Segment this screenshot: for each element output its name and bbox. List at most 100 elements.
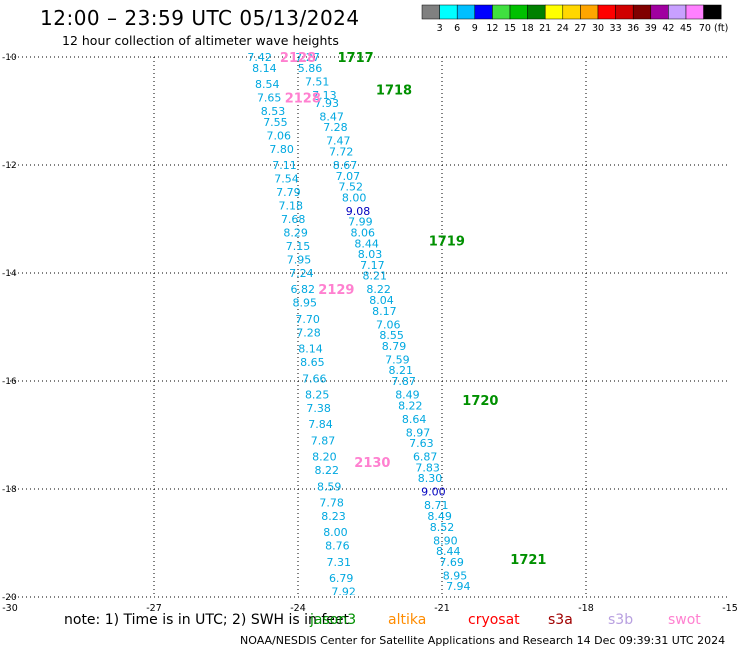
wave-height-label: 7.54 [274, 173, 299, 186]
colorbar-label: 6 [454, 23, 460, 34]
page-title: 12:00 – 23:59 UTC 05/13/2024 [40, 6, 360, 30]
colorbar-label: 45 [680, 23, 692, 34]
wave-height-label: 7.11 [272, 159, 297, 172]
wave-height-label: 8.64 [402, 413, 427, 426]
wave-height-label: 7.42 [247, 51, 272, 64]
wave-height-label: 9.00 [421, 486, 446, 499]
wave-height-label: 8.14 [252, 62, 277, 75]
wave-height-label: 8.49 [395, 389, 420, 402]
wave-height-label: 8.47 [319, 110, 344, 123]
wave-height-label: 8.04 [369, 294, 394, 307]
colorbar: 3 6 9 12 15 18 21 24 27 30 33 36 39 42 45 70 (ft) [421, 4, 728, 34]
colorbar-label: 18 [522, 23, 534, 34]
colorbar-label: 27 [574, 23, 586, 34]
mission-label-cryosat: cryosat [468, 612, 520, 628]
wave-height-label: 8.21 [388, 364, 413, 377]
wave-height-label: 7.31 [327, 556, 352, 569]
colorbar-label: 21 [539, 23, 551, 34]
mission-label-altika: altika [388, 612, 427, 628]
colorbar-label: 36 [627, 23, 639, 34]
x-tick-label: -18 [578, 603, 594, 614]
colorbar-label: 3 [437, 23, 443, 34]
time-label-swot: 2128 [285, 92, 321, 107]
wave-height-label: 8.54 [255, 78, 280, 91]
wave-height-label: 7.70 [295, 313, 320, 326]
wave-height-label: 8.95 [292, 297, 317, 310]
wave-height-label: 7.93 [315, 97, 340, 110]
wave-height-label: 7.17 [360, 259, 385, 272]
mission-label-s3a: s3a [548, 612, 573, 628]
wave-height-label: 8.44 [354, 237, 379, 250]
wave-height-label: 8.22 [366, 283, 391, 296]
wave-height-label: 7.47 [326, 135, 351, 148]
wave-height-label: 7.84 [308, 418, 333, 431]
x-tick-label: -30 [2, 603, 18, 614]
wave-height-label: 7.80 [269, 143, 294, 156]
wave-height-label: 8.30 [418, 472, 443, 485]
wave-height-label: 6.87 [413, 451, 438, 464]
wave-height-label: 7.78 [319, 497, 344, 510]
time-label-swot: 2130 [354, 456, 390, 471]
colorbar-label: 12 [486, 23, 498, 34]
footer-credit: NOAA/NESDIS Center for Satellite Applica… [240, 634, 726, 647]
wave-height-label: 8.55 [379, 329, 404, 342]
y-tick-label: -14 [2, 269, 17, 279]
colorbar-label: 39 [645, 23, 657, 34]
wave-height-label: 5.86 [298, 62, 323, 75]
colorbar-label: 30 [592, 23, 604, 34]
wave-height-label: 8.71 [424, 499, 449, 512]
wave-height-label: 8.79 [382, 340, 407, 353]
mission-label-swot: swot [668, 612, 701, 628]
wave-height-label: 8.00 [323, 526, 348, 539]
wave-height-label: 7.28 [296, 326, 321, 339]
wave-height-label: 7.68 [281, 213, 306, 226]
wave-height-label: 7.28 [323, 121, 348, 134]
wave-height-label: 7.92 [331, 586, 356, 599]
wave-height-label: 8.17 [372, 305, 397, 318]
wave-height-label: 6.82 [291, 283, 316, 296]
y-tick-label: -16 [2, 377, 17, 387]
footer-note: note: 1) Time is in UTC; 2) SWH is in fe… [64, 612, 350, 628]
wave-height-label: 7.59 [385, 353, 410, 366]
page-subtitle: 12 hour collection of altimeter wave hei… [62, 33, 339, 48]
wave-height-label: 7.15 [286, 240, 311, 253]
time-label-jason3: 1721 [510, 553, 546, 568]
time-label-swot: 2129 [318, 283, 354, 298]
wave-height-label: 8.22 [398, 399, 423, 412]
colorbar-swatch [703, 4, 722, 20]
time-label-jason3: 1717 [338, 51, 374, 66]
wave-height-label: 8.76 [325, 540, 350, 553]
wave-height-label: 7.66 [302, 372, 327, 385]
wave-height-label: 8.90 [433, 534, 458, 547]
wave-height-label: 7.06 [376, 318, 401, 331]
wave-height-label: 7.55 [263, 116, 288, 129]
wave-height-label: 7.38 [306, 402, 331, 415]
wave-height-label: 7.72 [329, 146, 354, 159]
wave-height-label: 7.51 [305, 75, 330, 88]
colorbar-label: 15 [504, 23, 516, 34]
wave-height-label: 7.06 [267, 129, 292, 142]
x-tick-label: -27 [146, 603, 162, 614]
wave-height-label: 8.20 [312, 451, 337, 464]
wave-height-label: 8.22 [315, 464, 340, 477]
wave-height-label: 7.63 [409, 437, 434, 450]
wave-height-label: 8.23 [321, 510, 346, 523]
colorbar-label: 33 [610, 23, 622, 34]
wave-height-label: 8.67 [333, 159, 358, 172]
wave-height-label: 7.83 [415, 461, 440, 474]
time-label-swot: 2128 [280, 51, 316, 66]
wave-height-label: 7.65 [257, 92, 282, 105]
y-tick-label: -10 [2, 53, 17, 63]
y-tick-label: -20 [2, 593, 17, 603]
wave-height-label: 8.95 [443, 569, 468, 582]
wave-height-label: 8.49 [427, 510, 452, 523]
colorbar-label: 42 [662, 23, 674, 34]
wave-height-label: 8.44 [436, 545, 461, 558]
mission-label-jason3: jason3 [310, 612, 357, 628]
wave-height-label: 7.87 [391, 375, 416, 388]
wave-height-label: 7.27 [295, 51, 320, 64]
wave-height-label: 8.29 [283, 227, 308, 240]
wave-height-label: 7.18 [279, 200, 304, 213]
wave-height-label: 7.95 [287, 254, 312, 267]
time-label-jason3: 1719 [429, 235, 465, 250]
